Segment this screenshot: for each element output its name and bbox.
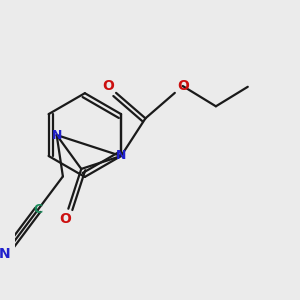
Text: O: O [102, 79, 114, 93]
Text: O: O [59, 212, 71, 226]
Text: N: N [0, 247, 11, 261]
Text: O: O [177, 79, 189, 93]
Text: N: N [116, 149, 126, 163]
Text: C: C [33, 203, 42, 216]
Text: N: N [52, 129, 62, 142]
